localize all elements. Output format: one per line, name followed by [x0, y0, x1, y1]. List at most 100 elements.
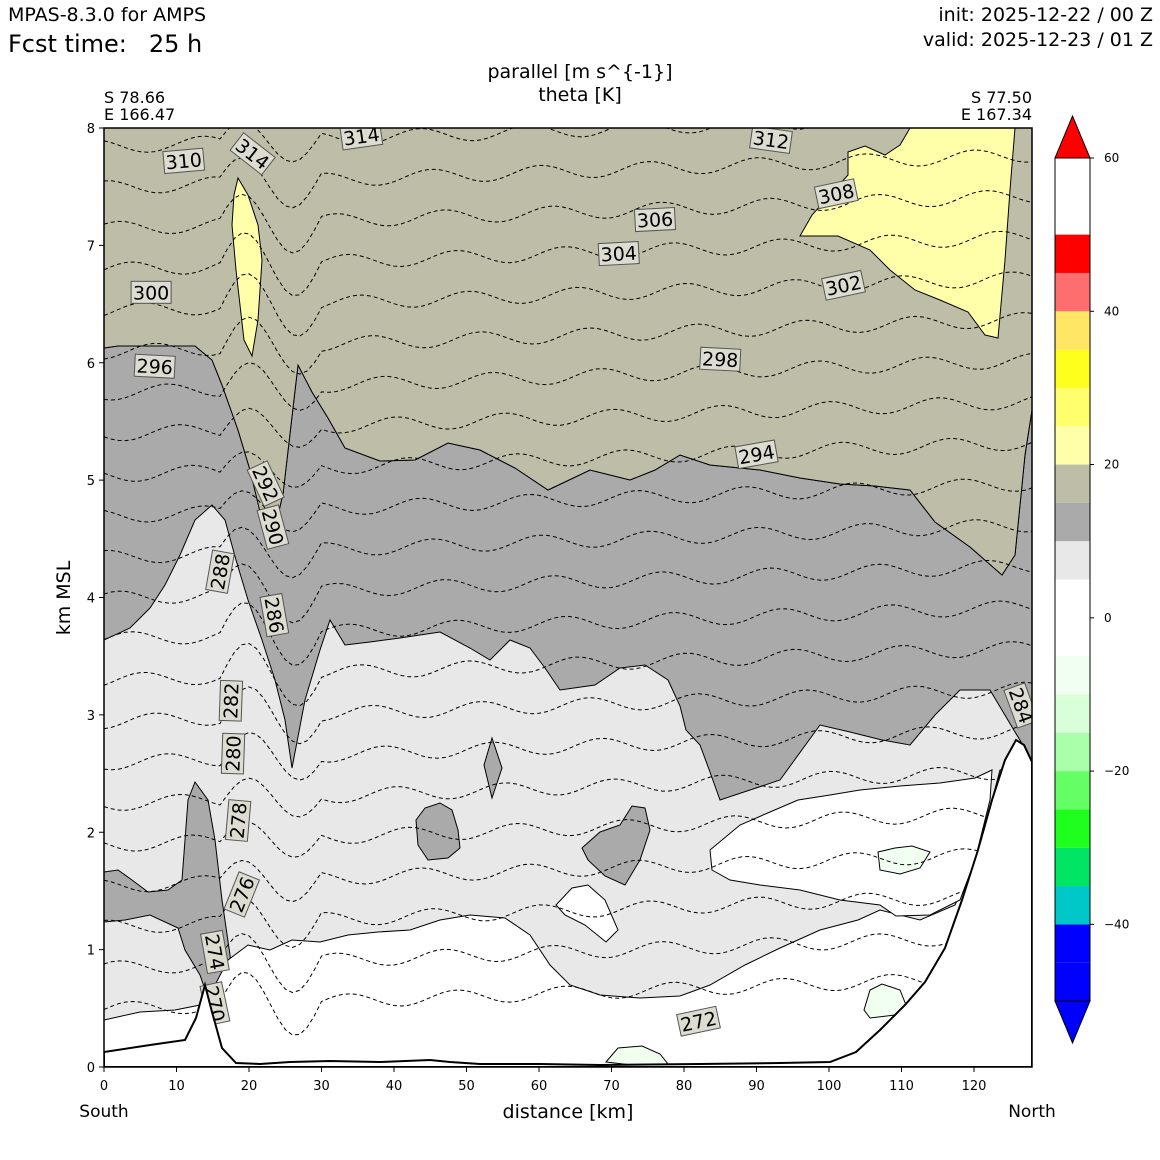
- theta-contour-line: [104, 396, 1032, 448]
- theta-label-text: 310: [165, 149, 203, 174]
- colorbar-under-arrow: [1054, 1000, 1091, 1045]
- y-axis: 0 1 2 3 4 5 6 7 8: [87, 122, 104, 1076]
- field-olive-upper: [104, 128, 1032, 576]
- theta-contour-line: [104, 929, 1032, 994]
- theta-label: 304: [597, 241, 640, 267]
- theta-label-text: 314: [342, 124, 381, 151]
- theta-label: 312: [749, 127, 793, 154]
- theta-label-text: 306: [636, 209, 673, 233]
- colorbar-tick-label: 40: [1104, 304, 1119, 318]
- left-end-lat: S 78.66: [104, 88, 165, 107]
- theta-label: 310: [162, 147, 206, 174]
- x-tick-label: 60: [531, 1079, 548, 1094]
- colorbar-swatch: [1055, 541, 1090, 580]
- y-tick-label: 7: [87, 239, 95, 254]
- chart-title-line1: parallel [m s^{-1}]: [487, 61, 672, 83]
- theta-label-box: [133, 353, 176, 379]
- init-time: init: 2025-12-22 / 00 Z: [938, 4, 1153, 26]
- terrain: [104, 738, 1032, 1067]
- theta-label-text: 300: [133, 282, 169, 304]
- x-tick-label: 0: [100, 1079, 108, 1094]
- theta-label-text: 282: [220, 682, 243, 719]
- y-tick-label: 1: [87, 944, 95, 959]
- theta-label-box: [200, 929, 230, 975]
- theta-label: 300: [130, 280, 172, 304]
- y-tick-label: 2: [87, 826, 95, 841]
- chart-title-line2: theta [K]: [538, 84, 622, 106]
- colorbar-swatch: [1055, 579, 1090, 618]
- theta-contours: [104, 128, 1032, 1036]
- theta-label-text: 278: [227, 802, 252, 840]
- x-tick-label: 50: [458, 1079, 475, 1094]
- model-title: MPAS-8.3.0 for AMPS: [8, 4, 207, 26]
- theta-label-box: [205, 549, 235, 594]
- theta-contour-line: [104, 519, 1032, 579]
- x-tick-label: 40: [386, 1079, 403, 1094]
- theta-label-text: 312: [751, 127, 790, 154]
- theta-label: 314: [229, 132, 276, 176]
- theta-label-text: 280: [222, 735, 245, 772]
- theta-label-box: [130, 280, 172, 304]
- colorbar-swatch: [1055, 464, 1090, 503]
- colorbar-swatch: [1055, 387, 1090, 427]
- x-tick-label: 120: [962, 1079, 987, 1094]
- colorbar: 60 40 20 0 −20 −40: [1054, 114, 1129, 1045]
- theta-label-box: [229, 132, 276, 176]
- colorbar-swatch: [1055, 311, 1090, 350]
- forecast-time-label: Fcst time:: [8, 30, 127, 58]
- theta-label-box: [259, 592, 290, 638]
- theta-contour-line: [104, 681, 1032, 745]
- theta-label-box: [699, 346, 742, 372]
- theta-label-text: 298: [702, 348, 739, 372]
- colorbar-swatch: [1055, 886, 1090, 925]
- theta-label: 274: [200, 929, 230, 975]
- theta-label-box: [339, 128, 384, 151]
- x-tick-label: 110: [889, 1079, 914, 1094]
- colorbar-tick-label: 0: [1104, 611, 1112, 625]
- x-axis: 0 10 20 30 40 50 60 70 80 90 100 110 120: [100, 1067, 987, 1094]
- colorbar-over-arrow: [1054, 114, 1091, 159]
- x-tick-label: 100: [817, 1079, 842, 1094]
- theta-contour-line: [104, 478, 1032, 533]
- x-tick-label: 10: [168, 1079, 185, 1094]
- theta-label: 278: [224, 799, 252, 842]
- theta-contour-line: [104, 888, 1032, 949]
- theta-contour-line: [104, 807, 1032, 858]
- theta-contour-line: [104, 190, 1032, 254]
- colorbar-frame: [1054, 157, 1091, 1002]
- theta-label-box: [256, 504, 290, 550]
- theta-label: 308: [813, 178, 859, 210]
- colorbar-swatch: [1055, 272, 1090, 312]
- theta-label-box: [246, 460, 285, 508]
- colorbar-tick-label: 60: [1104, 151, 1119, 165]
- theta-label-box: [218, 679, 244, 722]
- colorbar-swatch: [1055, 502, 1090, 542]
- forecast-time-value: 25 h: [148, 30, 203, 58]
- theta-label: 306: [633, 206, 677, 233]
- theta-contour-line: [104, 230, 1032, 297]
- y-tick-label: 0: [87, 1061, 95, 1076]
- right-end-lon: E 167.34: [961, 105, 1032, 124]
- field-gray-blob-3: [483, 736, 503, 800]
- x-tick-label: 80: [676, 1079, 693, 1094]
- valid-time: valid: 2025-12-23 / 01 Z: [922, 29, 1153, 51]
- theta-contour-line: [104, 437, 1032, 488]
- colorbar-swatch: [1055, 924, 1090, 963]
- theta-contour-line: [104, 149, 1032, 209]
- x-tick-label: 30: [313, 1079, 330, 1094]
- x-axis-label: distance [km]: [503, 1101, 634, 1123]
- field-yellow-left: [231, 176, 263, 358]
- colorbar-swatch: [1055, 349, 1090, 388]
- theta-label-box: [734, 439, 779, 470]
- y-tick-label: 8: [87, 122, 95, 137]
- theta-contour-line: [104, 559, 1032, 624]
- theta-contour-line: [104, 600, 1032, 666]
- theta-label: 314: [339, 124, 384, 151]
- x-tick-label: 90: [748, 1079, 765, 1094]
- theta-label-box: [223, 871, 261, 918]
- theta-label-box: [224, 799, 252, 842]
- field-green-blob-1: [877, 845, 931, 875]
- y-tick-label: 6: [87, 357, 95, 372]
- theta-label: 298: [699, 346, 742, 372]
